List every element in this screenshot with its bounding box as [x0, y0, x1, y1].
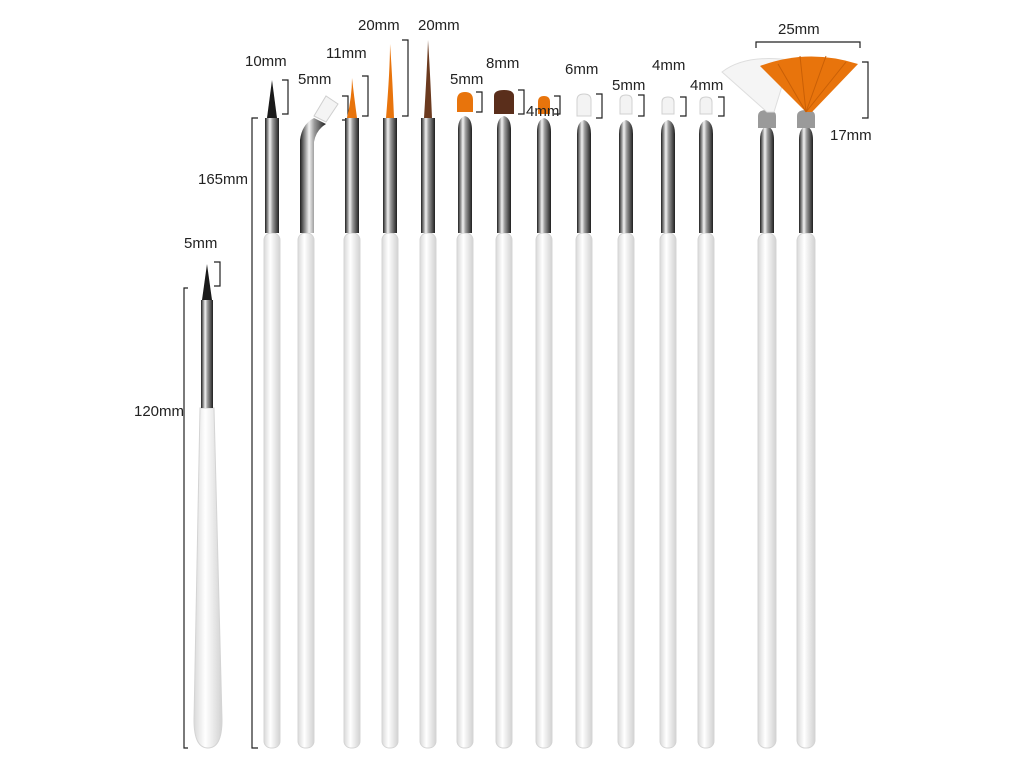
flat-white-medium-tip-label: 5mm [612, 77, 645, 94]
flat-orange-small-tip-bracket [554, 95, 561, 115]
striper-orange-brush [381, 44, 399, 749]
striper-brown-tip-label: 20mm [418, 17, 460, 34]
flat-orange-tip-bracket [476, 91, 483, 113]
round-small-brush [343, 78, 361, 749]
flat-white-tip-label: 6mm [565, 61, 598, 78]
short-dotting-brush [193, 264, 223, 749]
short-brush-length-label: 120mm [134, 403, 184, 420]
fan-orange-brush [760, 55, 858, 749]
striper-brown-brush [419, 40, 437, 749]
fan-width-label: 25mm [778, 21, 820, 38]
flat-white-smallest-tip-bracket [718, 96, 725, 117]
flat-orange-tip-label: 5mm [450, 71, 483, 88]
striper-orange-tip-bracket [402, 39, 409, 117]
angled-brush [297, 95, 339, 749]
liner-brush [263, 80, 281, 749]
round-small-tip-label: 11mm [326, 45, 367, 62]
flat-orange-small-brush [535, 96, 553, 749]
long-brush-length-label: 165mm [198, 171, 248, 188]
round-small-tip-bracket [362, 75, 369, 117]
liner-tip-label: 10mm [245, 53, 287, 70]
flat-white-tip-bracket [596, 93, 603, 119]
fan-height-label: 17mm [830, 127, 872, 144]
flat-white-small-brush [659, 96, 677, 749]
long-brush-length-bracket [251, 117, 258, 749]
flat-white-brush [575, 93, 593, 749]
angled-tip-bracket [342, 95, 349, 121]
flat-white-small-tip-label: 4mm [652, 57, 685, 74]
fan-height-bracket [862, 61, 869, 119]
fan-width-bracket [755, 41, 861, 48]
flat-orange-brush [456, 92, 474, 749]
flat-white-medium-tip-bracket [638, 94, 645, 117]
flat-white-small-tip-bracket [680, 96, 687, 117]
fan-white-brush [721, 58, 791, 749]
short-brush-tip-label: 5mm [184, 235, 217, 252]
short-brush-tip-bracket [214, 261, 221, 287]
short-brush-length-bracket [183, 287, 188, 749]
angled-tip-label: 5mm [298, 71, 331, 88]
flat-white-smallest-brush [697, 96, 715, 749]
striper-orange-tip-label: 20mm [358, 17, 400, 34]
liner-tip-bracket [282, 79, 289, 115]
flat-brown-tip-bracket [518, 89, 525, 115]
flat-brown-tip-label: 8mm [486, 55, 519, 72]
flat-white-medium-brush [617, 94, 635, 749]
flat-orange-small-tip-label: 4mm [526, 103, 559, 120]
flat-brown-brush [494, 90, 514, 749]
flat-white-smallest-tip-label: 4mm [690, 77, 723, 94]
